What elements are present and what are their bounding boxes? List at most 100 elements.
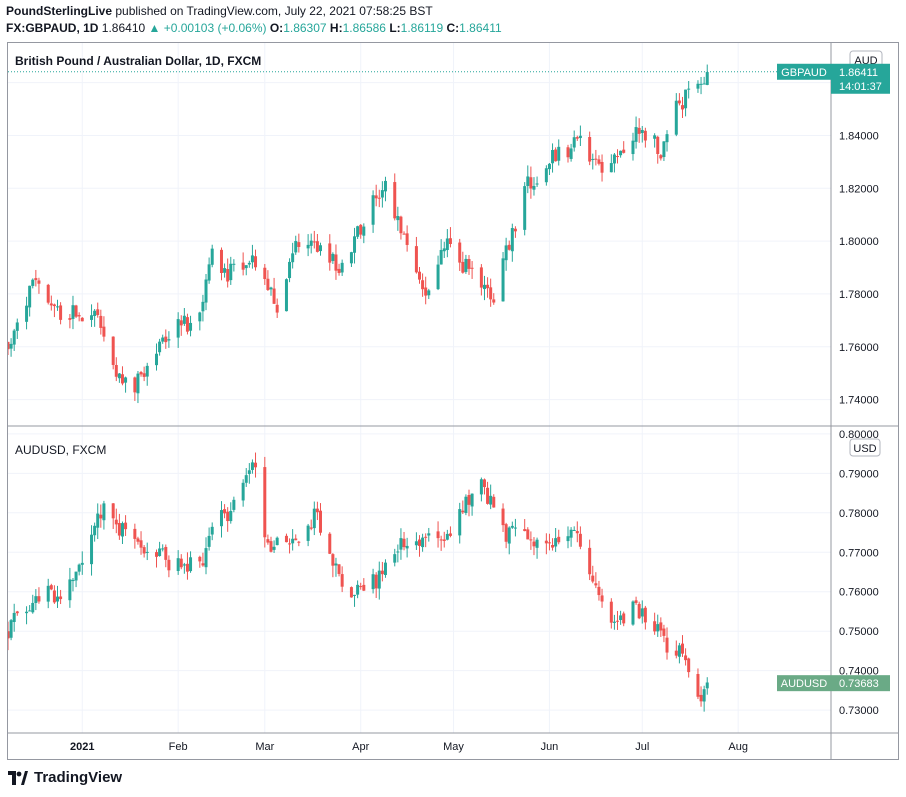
- candle[interactable]: [575, 521, 579, 543]
- candle[interactable]: [133, 523, 137, 549]
- candle[interactable]: [288, 258, 292, 283]
- candle[interactable]: [164, 544, 168, 568]
- candle[interactable]: [275, 298, 279, 318]
- candle[interactable]: [46, 578, 50, 609]
- candle[interactable]: [569, 143, 573, 162]
- candle[interactable]: [80, 551, 84, 575]
- candle[interactable]: [306, 234, 310, 257]
- candle[interactable]: [418, 267, 421, 284]
- candle[interactable]: [99, 309, 103, 335]
- candle[interactable]: [142, 366, 146, 382]
- candle[interactable]: [96, 503, 100, 540]
- candle[interactable]: [266, 534, 270, 545]
- candle[interactable]: [380, 561, 384, 582]
- candle[interactable]: [288, 538, 292, 554]
- candle[interactable]: [554, 528, 558, 552]
- candle[interactable]: [588, 539, 592, 581]
- candle[interactable]: [291, 242, 295, 269]
- candle[interactable]: [207, 527, 211, 551]
- candles[interactable]: [8, 452, 709, 712]
- candle[interactable]: [609, 598, 613, 629]
- candle[interactable]: [526, 165, 530, 194]
- candle[interactable]: [315, 234, 319, 253]
- candle[interactable]: [684, 89, 688, 117]
- candle[interactable]: [161, 334, 165, 344]
- candle[interactable]: [600, 154, 604, 182]
- candle[interactable]: [25, 606, 29, 625]
- candle[interactable]: [482, 275, 486, 301]
- candle[interactable]: [665, 627, 669, 660]
- candle[interactable]: [263, 456, 267, 548]
- candle[interactable]: [49, 583, 53, 591]
- candle[interactable]: [643, 605, 647, 630]
- candle[interactable]: [696, 80, 700, 93]
- candle[interactable]: [557, 529, 561, 545]
- candle[interactable]: [8, 621, 10, 651]
- candle[interactable]: [201, 552, 205, 567]
- candle[interactable]: [578, 526, 582, 550]
- candle[interactable]: [223, 263, 227, 278]
- candle[interactable]: [619, 150, 623, 158]
- candle[interactable]: [99, 504, 103, 528]
- candle[interactable]: [189, 315, 193, 337]
- candle[interactable]: [631, 132, 635, 161]
- candle[interactable]: [619, 610, 623, 625]
- candle[interactable]: [507, 240, 511, 251]
- candle[interactable]: [102, 316, 106, 342]
- candle[interactable]: [232, 259, 236, 272]
- candle[interactable]: [142, 545, 146, 558]
- candle[interactable]: [331, 553, 335, 578]
- candle[interactable]: [315, 501, 319, 521]
- candle[interactable]: [424, 533, 428, 548]
- candle[interactable]: [68, 314, 72, 329]
- candle[interactable]: [353, 227, 357, 264]
- candle[interactable]: [566, 526, 570, 549]
- candle[interactable]: [659, 154, 663, 161]
- candle[interactable]: [492, 494, 496, 508]
- candle[interactable]: [247, 260, 251, 268]
- candle[interactable]: [179, 315, 183, 336]
- candle[interactable]: [436, 255, 440, 291]
- candle[interactable]: [312, 230, 316, 249]
- candle[interactable]: [513, 518, 517, 537]
- candle[interactable]: [111, 336, 115, 370]
- candle[interactable]: [164, 329, 168, 349]
- candle[interactable]: [674, 93, 678, 137]
- candle[interactable]: [377, 189, 381, 208]
- candle[interactable]: [405, 537, 409, 558]
- candle[interactable]: [653, 612, 657, 635]
- candle[interactable]: [634, 596, 638, 605]
- time-axis[interactable]: 2021 Feb Mar Apr May Jun Jul Aug: [70, 741, 748, 753]
- candle[interactable]: [479, 477, 483, 502]
- publisher-name[interactable]: PoundSterlingLive: [6, 4, 113, 18]
- candle[interactable]: [643, 127, 647, 148]
- candle[interactable]: [439, 239, 443, 265]
- candle[interactable]: [247, 463, 251, 484]
- candle[interactable]: [93, 309, 97, 327]
- candle[interactable]: [461, 251, 465, 274]
- candle[interactable]: [436, 521, 440, 548]
- candle[interactable]: [31, 278, 35, 289]
- candle[interactable]: [653, 133, 657, 148]
- candle[interactable]: [229, 256, 233, 285]
- candle[interactable]: [597, 580, 601, 601]
- candle[interactable]: [291, 529, 295, 551]
- candle[interactable]: [56, 299, 60, 311]
- candle[interactable]: [9, 338, 13, 357]
- candle[interactable]: [210, 522, 214, 541]
- candle[interactable]: [34, 589, 38, 611]
- candle[interactable]: [569, 527, 573, 547]
- candle[interactable]: [640, 600, 644, 624]
- candle[interactable]: [328, 532, 332, 555]
- candle[interactable]: [198, 311, 202, 331]
- candle[interactable]: [371, 568, 375, 594]
- candle[interactable]: [226, 507, 230, 532]
- candle[interactable]: [158, 541, 162, 557]
- candle[interactable]: [551, 538, 555, 551]
- candle[interactable]: [362, 578, 366, 592]
- candle[interactable]: [244, 468, 248, 487]
- candle[interactable]: [337, 263, 341, 276]
- candle[interactable]: [8, 341, 10, 355]
- candle[interactable]: [155, 343, 159, 371]
- candle[interactable]: [263, 263, 267, 285]
